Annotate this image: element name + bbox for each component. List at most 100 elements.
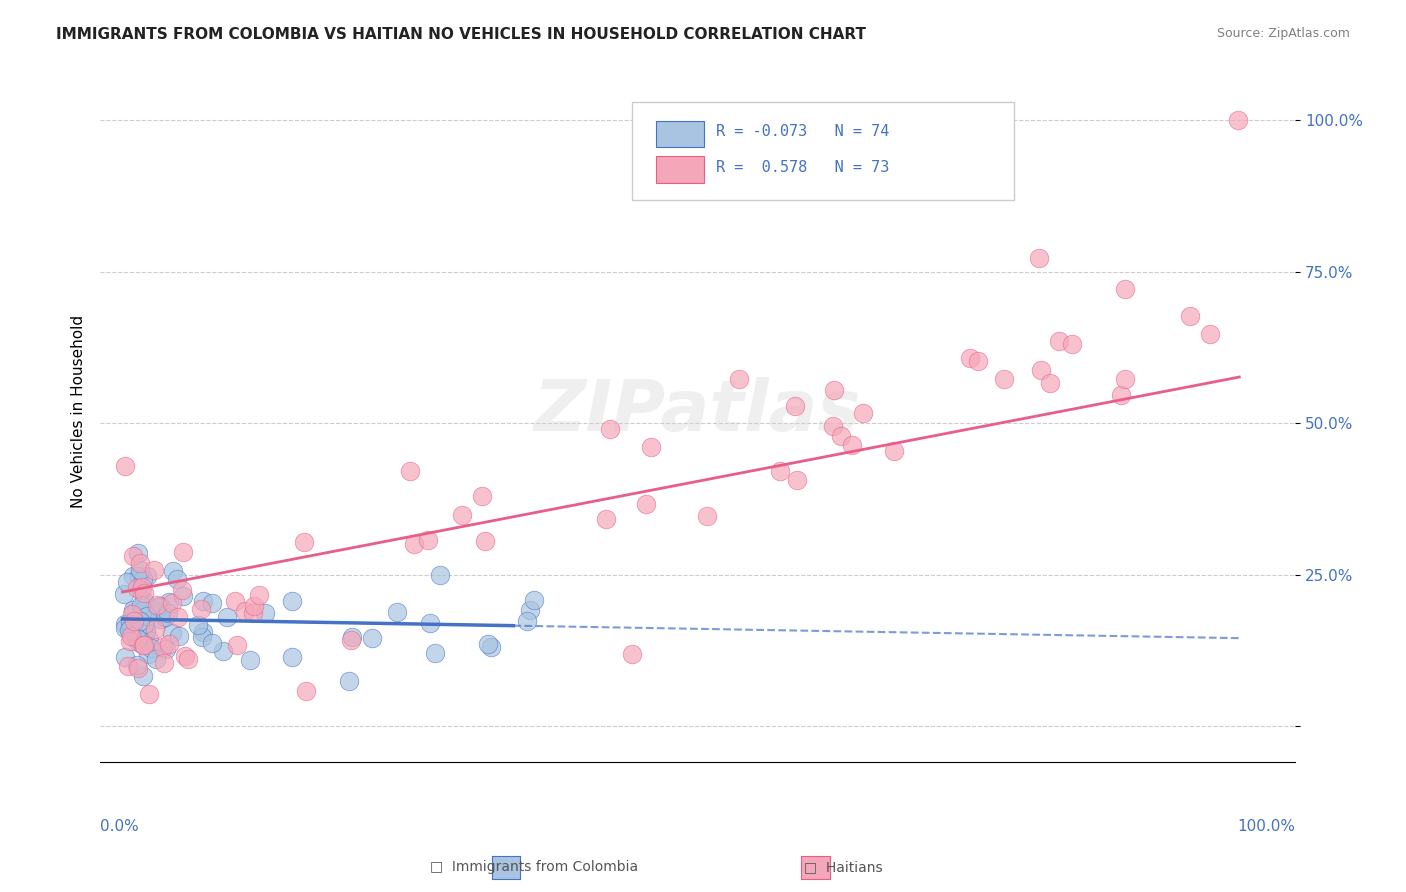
Text: R =  0.578   N = 73: R = 0.578 N = 73	[716, 160, 889, 175]
Point	[1114, 282, 1136, 296]
Point	[112, 587, 135, 601]
Point	[191, 593, 214, 607]
Point	[1047, 334, 1070, 348]
Point	[479, 640, 502, 655]
Point	[769, 464, 792, 478]
Point	[128, 556, 150, 570]
Point	[292, 535, 315, 549]
Point	[172, 589, 194, 603]
Point	[1180, 309, 1202, 323]
Text: □  Immigrants from Colombia: □ Immigrants from Colombia	[430, 860, 638, 874]
Point	[1029, 363, 1052, 377]
Point	[187, 618, 209, 632]
Point	[620, 647, 643, 661]
Point	[118, 624, 141, 638]
Point	[139, 641, 162, 656]
Point	[1060, 337, 1083, 351]
Point	[132, 638, 155, 652]
Point	[523, 593, 546, 607]
Point	[138, 647, 160, 661]
Point	[172, 583, 194, 598]
Point	[167, 610, 190, 624]
Point	[167, 628, 190, 642]
Point	[122, 569, 145, 583]
Point	[138, 632, 160, 647]
Point	[519, 603, 541, 617]
Point	[281, 650, 304, 665]
Point	[143, 623, 166, 637]
Point	[120, 620, 142, 634]
Point	[830, 429, 852, 443]
Point	[398, 464, 420, 478]
Point	[423, 646, 446, 660]
Point	[385, 605, 408, 619]
Point	[342, 630, 364, 644]
Point	[201, 636, 224, 650]
Point	[148, 600, 170, 615]
Point	[419, 616, 441, 631]
Point	[136, 609, 159, 624]
Point	[124, 614, 146, 628]
Point	[173, 649, 195, 664]
Point	[360, 631, 382, 645]
Point	[142, 563, 165, 577]
Point	[1199, 326, 1222, 341]
Point	[127, 661, 149, 675]
Point	[125, 658, 148, 673]
Point	[129, 582, 152, 597]
Point	[114, 621, 136, 635]
Point	[470, 489, 492, 503]
Point	[191, 625, 214, 640]
Point	[823, 383, 845, 397]
Point	[212, 644, 235, 658]
Point	[122, 605, 145, 619]
Point	[172, 545, 194, 559]
Bar	[655, 156, 703, 183]
Point	[190, 602, 212, 616]
Point	[1111, 388, 1133, 402]
Point	[117, 575, 139, 590]
Point	[162, 564, 184, 578]
Point	[127, 546, 149, 560]
Point	[429, 567, 451, 582]
Point	[249, 588, 271, 602]
Point	[966, 354, 988, 368]
Point	[404, 536, 426, 550]
Point	[634, 496, 657, 510]
Point	[595, 512, 617, 526]
Point	[883, 443, 905, 458]
Point	[152, 640, 174, 654]
Point	[136, 568, 159, 582]
Point	[337, 674, 360, 689]
Point	[281, 594, 304, 608]
Text: □  Haitians: □ Haitians	[804, 860, 883, 874]
Point	[474, 534, 496, 549]
Point	[162, 596, 184, 610]
Point	[131, 626, 153, 640]
Point	[132, 594, 155, 608]
Point	[450, 508, 472, 523]
Text: Source: ZipAtlas.com: Source: ZipAtlas.com	[1216, 27, 1350, 40]
Point	[191, 630, 214, 644]
Text: 0.0%: 0.0%	[100, 819, 139, 834]
Point	[145, 652, 167, 666]
Point	[117, 659, 139, 673]
Point	[120, 615, 142, 629]
Point	[841, 438, 863, 452]
Point	[124, 629, 146, 643]
Point	[239, 653, 262, 667]
Point	[148, 599, 170, 613]
Point	[132, 586, 155, 600]
Point	[149, 612, 172, 626]
Point	[132, 572, 155, 586]
Point	[294, 683, 316, 698]
Point	[120, 634, 142, 648]
Point	[153, 657, 176, 671]
Point	[599, 421, 621, 435]
Point	[1114, 372, 1136, 386]
Text: IMMIGRANTS FROM COLOMBIA VS HAITIAN NO VEHICLES IN HOUSEHOLD CORRELATION CHART: IMMIGRANTS FROM COLOMBIA VS HAITIAN NO V…	[56, 27, 866, 42]
Point	[138, 687, 160, 701]
Point	[1227, 113, 1250, 128]
Bar	[655, 120, 703, 147]
Point	[125, 581, 148, 595]
